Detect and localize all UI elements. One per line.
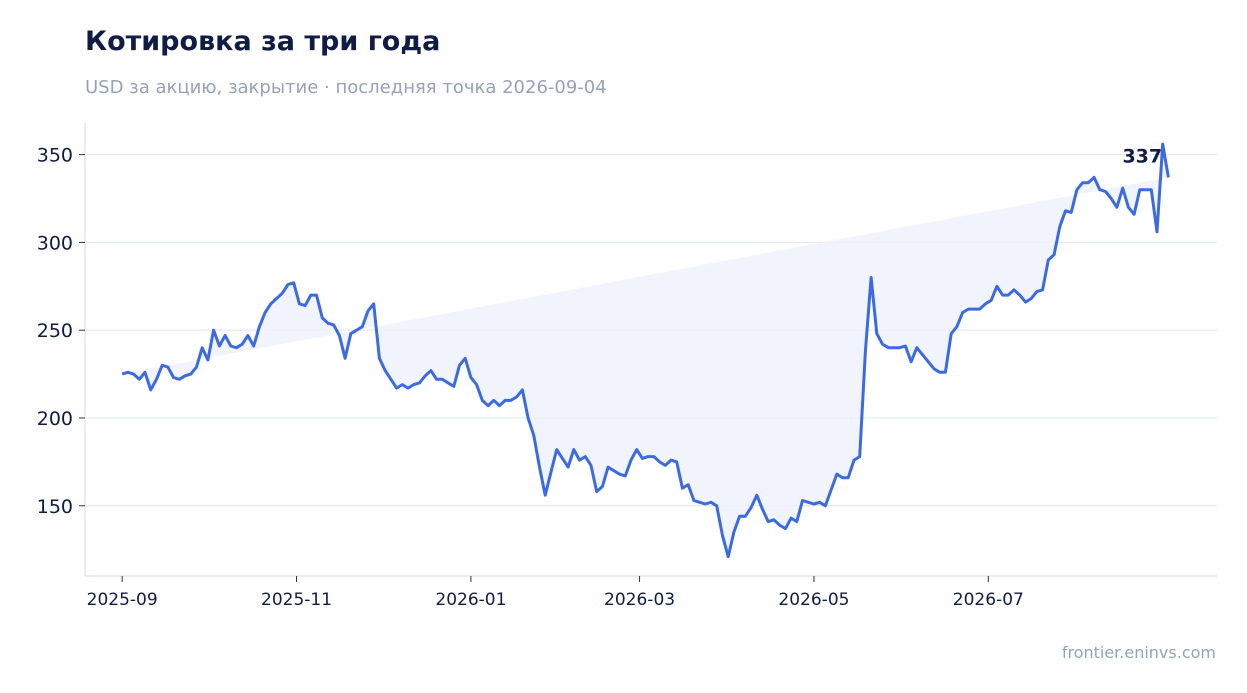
x-tick-label: 2026-05 (778, 590, 849, 610)
y-tick-label: 350 (37, 145, 73, 167)
axes (84, 123, 1217, 577)
x-tick-label: 2025-11 (261, 590, 332, 610)
x-tick-label: 2025-09 (87, 590, 158, 610)
y-tick-label: 300 (37, 232, 73, 254)
y-tick-label: 200 (37, 408, 73, 430)
x-tick-label: 2026-01 (435, 590, 506, 610)
source-label: frontier.eninvs.com (1061, 643, 1216, 662)
x-tick-label: 2026-07 (953, 590, 1024, 610)
chart-title: Котировка за три года (85, 26, 441, 57)
y-axis-ticks: 150 200 250 300 350 (37, 145, 85, 518)
x-axis-ticks: 2025-09 2025-11 2026-01 2026-03 2026-05 2026-… (87, 576, 1024, 610)
x-tick-label: 2026-03 (604, 590, 675, 610)
price-area-fill (122, 144, 1169, 557)
y-tick-label: 150 (37, 496, 73, 518)
price-line (121, 142, 1170, 559)
chart-subtitle: USD за акцию, закрытие · последняя точка… (85, 77, 607, 98)
y-tick-label: 250 (37, 320, 73, 342)
last-value-label: 337 (1122, 146, 1162, 168)
